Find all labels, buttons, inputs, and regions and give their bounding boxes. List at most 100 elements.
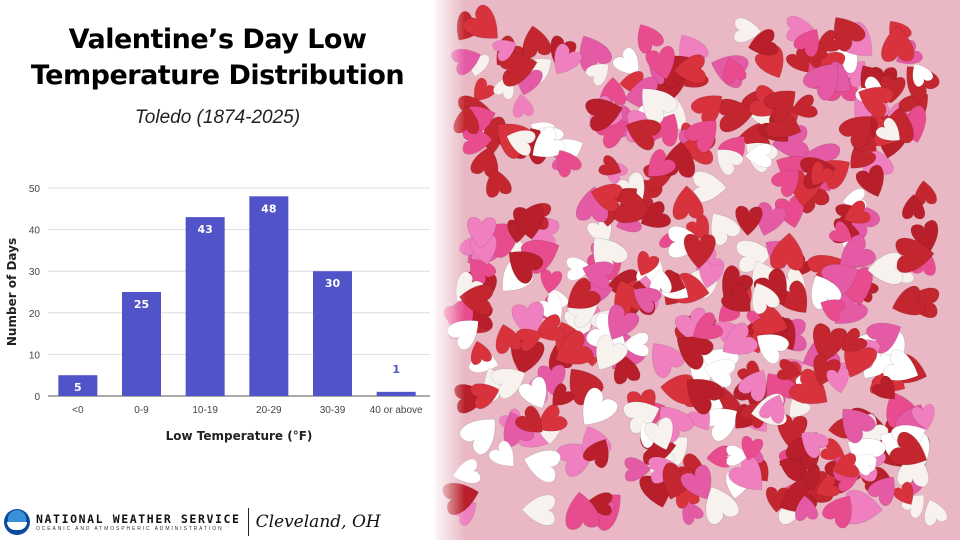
candy-heart <box>839 234 877 268</box>
candy-heart <box>901 194 926 220</box>
candy-heart <box>579 35 613 73</box>
candy-heart <box>891 285 926 316</box>
candy-heart <box>801 432 829 459</box>
candy-heart <box>508 251 544 284</box>
edge-fade <box>435 0 465 540</box>
candy-heart <box>828 221 853 243</box>
y-tick-label: 20 <box>29 309 41 320</box>
candy-heart <box>458 284 494 316</box>
title-line-1: Valentine’s Day Low <box>68 24 367 55</box>
candy-heart <box>680 464 712 500</box>
candy-heart <box>640 201 672 228</box>
candy-heart <box>737 369 767 402</box>
candy-heart <box>910 220 939 252</box>
candy-heart <box>470 383 500 410</box>
candy-heart <box>622 332 649 357</box>
candy-heart <box>569 368 604 406</box>
candy-heart <box>871 375 895 400</box>
candy-heart <box>613 354 641 385</box>
candy-heart <box>692 312 724 340</box>
y-tick-label: 40 <box>29 226 41 237</box>
candy-heart <box>624 457 652 482</box>
y-tick-label: 50 <box>29 184 41 195</box>
candy-heart <box>644 417 674 451</box>
data-label: 1 <box>392 363 400 376</box>
x-tick-label: 30-39 <box>320 405 346 416</box>
candy-heart <box>582 261 615 290</box>
data-label: 43 <box>198 223 213 236</box>
candy-heart <box>726 445 749 466</box>
candy-heart <box>867 476 895 506</box>
candy-heart <box>733 17 762 43</box>
candy-heart <box>535 314 566 341</box>
candy-heart <box>722 322 759 355</box>
candy-heart <box>831 453 860 478</box>
x-tick-label: 40 or above <box>370 405 423 416</box>
candy-heart <box>682 501 704 526</box>
candy-heart <box>771 125 810 159</box>
candy-heart <box>705 486 740 525</box>
candy-heart <box>686 378 724 415</box>
candy-heart <box>645 45 675 80</box>
candy-heart <box>673 54 707 84</box>
candy-heart <box>756 334 790 365</box>
candy-heart <box>820 299 846 322</box>
bar <box>122 292 161 396</box>
candy-heart <box>911 403 935 431</box>
candy-heart <box>566 257 593 281</box>
candy-heart <box>747 29 779 56</box>
candy-heart <box>554 43 583 75</box>
candy-heart <box>537 404 568 432</box>
candy-heart <box>518 376 547 409</box>
candy-heart <box>672 185 704 220</box>
x-tick-label: 20-29 <box>256 405 282 416</box>
candy-heart <box>662 462 695 500</box>
candy-heart <box>769 232 805 271</box>
candy-heart <box>912 63 934 87</box>
candy-heart <box>470 340 492 365</box>
candy-heart <box>488 440 514 467</box>
candy-heart <box>633 287 662 314</box>
candy-heart <box>759 394 785 424</box>
candy-heart <box>567 277 602 309</box>
candy-heart <box>815 29 841 52</box>
candy-heart <box>706 445 732 468</box>
candy-heart <box>521 494 556 526</box>
candy-heart <box>625 119 662 151</box>
nws-wordmark: NATIONAL WEATHER SERVICE OCEANIC AND ATM… <box>36 512 241 532</box>
x-tick-label: <0 <box>72 405 84 416</box>
candy-heart <box>683 233 716 270</box>
candy-heart <box>552 383 575 406</box>
candy-heart <box>924 499 948 526</box>
candy-heart <box>791 94 818 118</box>
candy-heart <box>565 491 600 531</box>
candy-heart <box>612 47 639 75</box>
candy-heart <box>752 282 780 315</box>
agency-name: NATIONAL WEATHER SERVICE <box>36 512 241 526</box>
candy-heart <box>613 189 653 224</box>
candy-heart <box>803 63 839 101</box>
candy-heart <box>506 130 536 156</box>
candy-heart <box>711 213 741 246</box>
candy-heart <box>485 168 512 198</box>
candy-heart <box>794 495 819 522</box>
candy-heart <box>771 169 800 198</box>
candy-heart <box>793 28 819 58</box>
data-label: 5 <box>74 381 82 394</box>
candy-heart <box>736 240 773 273</box>
candy-heart <box>841 327 868 352</box>
candy-heart <box>735 205 763 236</box>
candy-heart <box>515 405 543 433</box>
candy-heart <box>467 216 497 249</box>
y-axis-label: Number of Days <box>5 238 19 346</box>
bar <box>249 196 289 396</box>
data-label: 48 <box>261 202 276 215</box>
candy-heart <box>586 492 613 516</box>
candy-heart <box>676 336 714 370</box>
office-name: Cleveland, OH <box>255 512 381 532</box>
noaa-logo-icon <box>4 509 30 535</box>
candy-heart <box>637 24 665 54</box>
candy-heart <box>522 25 552 59</box>
candy-heart <box>660 374 694 405</box>
candy-heart <box>895 237 935 274</box>
